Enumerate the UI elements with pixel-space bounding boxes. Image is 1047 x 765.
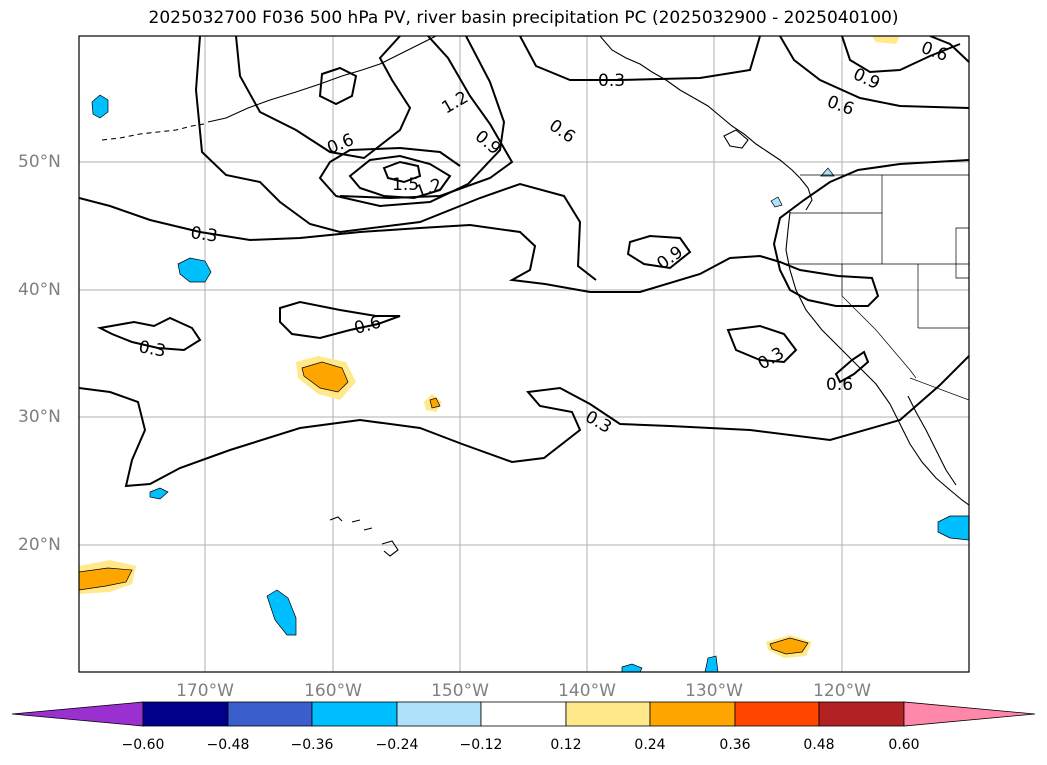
baja-coast [907, 395, 957, 486]
contour-0.3-right [726, 324, 798, 364]
contour-1.2-main [318, 36, 506, 208]
alaska-coast [599, 36, 801, 179]
precip-patch-positive [872, 36, 900, 44]
colorbar-tick-label: −0.24 [375, 737, 419, 753]
precip-patch-negative [177, 257, 212, 283]
contour-0.6-loop [318, 66, 358, 106]
precip-patch-negative [704, 655, 719, 672]
precip-patch-negative [770, 196, 783, 208]
map-title: 2025032700 F036 500 hPa PV, river basin … [148, 8, 899, 28]
contour-label: 0.6 [824, 92, 856, 120]
colorbar-swatch [396, 701, 482, 727]
contour-label: 0.3 [755, 343, 788, 374]
contour-label: 0.3 [137, 337, 167, 361]
canada-coast [799, 177, 813, 211]
contour-label: 0.9 [471, 127, 505, 160]
contour-labels: 0.3 0.3 0.3 0.3 0.3 0.6 0.6 0.6 0.6 0.6 … [137, 38, 950, 438]
precip-patch-positive [769, 637, 809, 655]
colorbar-swatch [734, 701, 820, 727]
lon-label-170w: 170°W [176, 681, 234, 701]
precip-patch-negative [91, 94, 109, 119]
lat-label-30n: 30°N [18, 407, 61, 427]
colorbar-tick-label: −0.48 [206, 737, 250, 753]
gridlines [79, 36, 969, 672]
lat-label-50n: 50°N [18, 152, 61, 172]
lon-label-140w: 140°W [558, 681, 616, 701]
lon-label-120w: 120°W [813, 681, 871, 701]
contour-0.6-main [194, 36, 597, 281]
precip-patches [79, 36, 969, 672]
lat-label-20n: 20°N [18, 535, 61, 555]
plot-frame [78, 35, 970, 673]
contour-0.9-center [626, 234, 692, 270]
precip-patch-negative [820, 167, 835, 177]
colorbar-swatch [227, 701, 313, 727]
canada-islands [723, 129, 749, 149]
contour-0.6-small [834, 350, 870, 384]
precip-patch-positive [429, 397, 441, 409]
precip-patch-negative [621, 663, 643, 672]
contour-label: 0.3 [598, 71, 625, 91]
colorbar-tick-label: −0.12 [459, 737, 503, 753]
contour-0.6-top-right-a [779, 36, 969, 109]
contour-0.6-top-right-b [929, 36, 969, 63]
contour-0.3-south [79, 355, 969, 488]
contour-label: 0.6 [352, 313, 383, 339]
colorbar-extend-low [11, 701, 144, 727]
colorbar [11, 701, 1036, 727]
hawaii-islands [329, 516, 399, 557]
lat-label-40n: 40°N [18, 280, 61, 300]
colorbar-tick-label: 0.48 [803, 737, 835, 753]
colorbar-extend-high [903, 701, 1036, 727]
contour-0.3-top-right [519, 36, 761, 81]
contour-label: 0.6 [324, 130, 357, 159]
colorbar-tick-label: 0.36 [719, 737, 751, 753]
contour-0.6-trough [235, 36, 412, 160]
contour-0.3-north [79, 159, 969, 307]
lon-label-160w: 160°W [304, 681, 362, 701]
lon-label-150w: 150°W [431, 681, 489, 701]
contour-label: 0.9 [850, 64, 883, 94]
precip-patch-negative [266, 589, 297, 636]
precip-patch-negative [149, 487, 169, 500]
contour-label: 1.5 [392, 175, 419, 195]
aleutian-islands [101, 123, 205, 141]
contour-label: 0.6 [545, 116, 579, 148]
precip-patch-negative [937, 515, 969, 541]
lon-label-130w: 130°W [685, 681, 743, 701]
contour-1.5-core [382, 160, 422, 184]
contour-0.6-left [279, 300, 401, 340]
colorbar-swatch [818, 701, 905, 727]
contour-0.9-main [339, 36, 514, 200]
contour-0.9-top-right [841, 36, 961, 74]
colorbar-tick-label: −0.36 [290, 737, 334, 753]
colorbar-swatch [142, 701, 229, 727]
precip-patch-positive [301, 361, 349, 393]
contour-label: 0.6 [826, 375, 853, 395]
colorbar-swatch [480, 701, 567, 727]
state-borders [786, 174, 969, 401]
colorbar-tick-label: 0.12 [550, 737, 582, 753]
alaska-peninsula [207, 36, 437, 123]
colorbar-tick-label: 0.60 [888, 737, 920, 753]
colorbar-tick-label: −0.60 [121, 737, 165, 753]
pv-contours [79, 36, 969, 488]
colorbar-swatch [565, 701, 651, 727]
contour-label: 0.3 [189, 223, 219, 247]
contour-0.3-small-left [96, 316, 202, 352]
colorbar-swatch [311, 701, 398, 727]
contour-1.5-inner [348, 154, 452, 200]
colorbar-swatch [649, 701, 736, 727]
colorbar-tick-label: 0.24 [634, 737, 666, 753]
precip-patch-positive [79, 567, 133, 591]
contour-label: 0.9 [653, 242, 687, 274]
